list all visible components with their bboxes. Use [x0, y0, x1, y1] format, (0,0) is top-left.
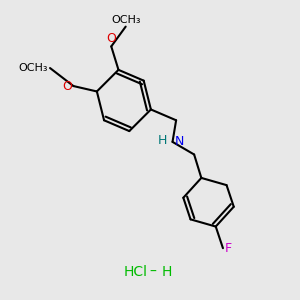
- Text: H: H: [162, 265, 172, 279]
- Text: H: H: [158, 134, 167, 147]
- Text: F: F: [225, 242, 232, 255]
- Text: OCH₃: OCH₃: [111, 15, 140, 25]
- Text: O: O: [106, 32, 116, 45]
- Text: HCl: HCl: [123, 265, 147, 279]
- Text: O: O: [62, 80, 72, 93]
- Text: –: –: [149, 265, 156, 279]
- Text: OCH₃: OCH₃: [19, 63, 48, 73]
- Text: N: N: [174, 135, 184, 148]
